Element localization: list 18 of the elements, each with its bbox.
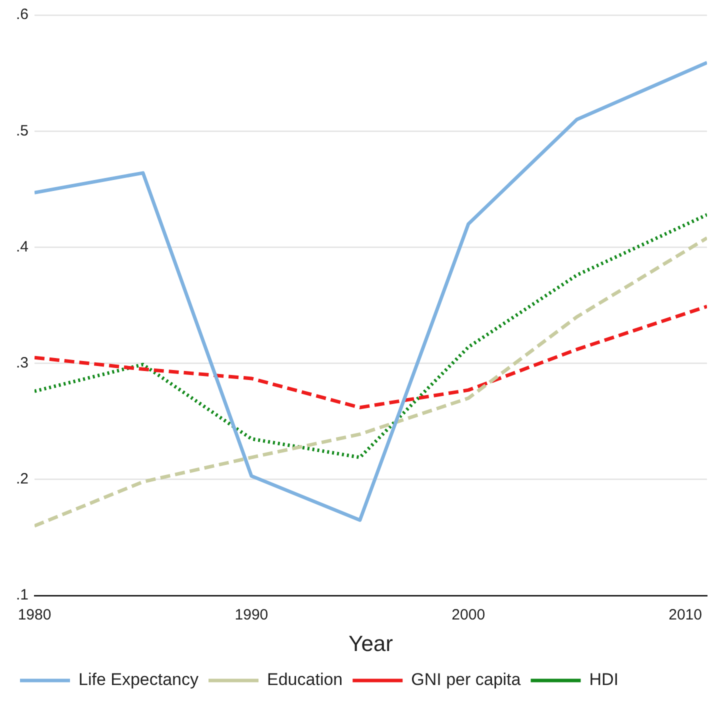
legend-label: Education (267, 670, 343, 690)
x-axis-title: Year (348, 630, 393, 656)
y-tick-label: .3 (16, 354, 29, 372)
line-series (34, 304, 707, 410)
y-tick-label: .4 (16, 238, 29, 256)
x-tick-label: 1980 (18, 606, 52, 624)
y-tick-label: .6 (16, 6, 29, 24)
x-tick-label: 2010 (668, 606, 702, 624)
legend-label: Life Expectancy (78, 670, 200, 690)
y-tick-label: .2 (16, 470, 29, 488)
y-tick-label: .1 (16, 586, 29, 604)
legend-label: GNI per capita (411, 670, 522, 690)
line-series (34, 212, 707, 460)
x-tick-label: 1990 (234, 606, 268, 624)
legend-label: HDI (589, 670, 619, 690)
y-tick-label: .5 (16, 122, 29, 140)
x-tick-label: 2000 (452, 606, 486, 624)
line-series (34, 236, 707, 528)
